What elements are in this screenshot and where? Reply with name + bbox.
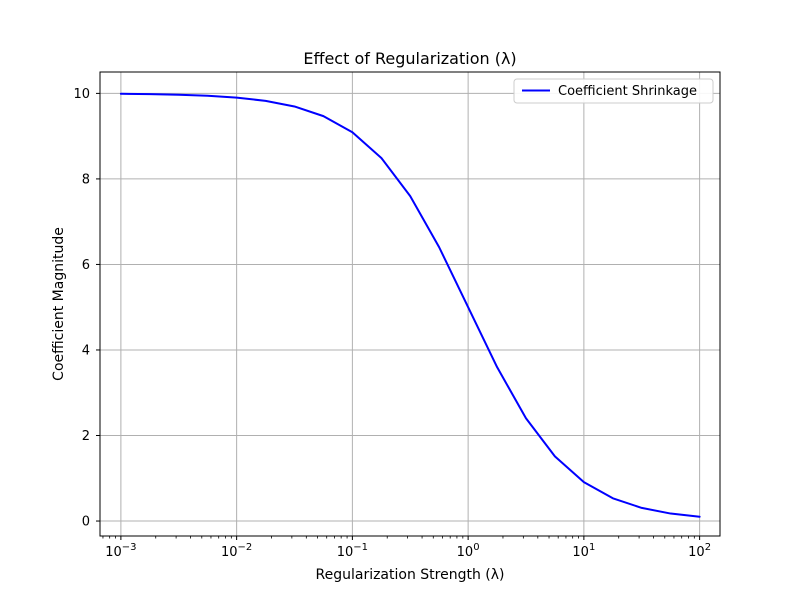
y-tick-label: 8 xyxy=(82,172,90,187)
x-tick-label: 10−2 xyxy=(221,542,252,560)
y-tick-label: 6 xyxy=(82,258,90,273)
axes xyxy=(96,71,721,540)
coefficient-shrinkage-line xyxy=(119,92,701,518)
grid-lines xyxy=(100,72,720,536)
x-tick-label: 102 xyxy=(688,542,711,560)
legend-series-label: Coefficient Shrinkage xyxy=(558,84,697,99)
x-axis-label: Regularization Strength (λ) xyxy=(316,567,505,583)
series-layer xyxy=(119,92,701,518)
plot-frame xyxy=(99,71,721,537)
x-tick-label: 10−1 xyxy=(337,542,368,560)
y-tick-label: 2 xyxy=(82,429,90,444)
y-tick-label: 4 xyxy=(82,343,90,358)
y-tick-label: 0 xyxy=(82,515,90,530)
legend: Coefficient Shrinkage xyxy=(513,78,714,104)
y-tick-label: 10 xyxy=(73,87,90,102)
legend-box xyxy=(513,78,714,104)
chart-title: Effect of Regularization (λ) xyxy=(303,49,516,68)
x-tick-label: 100 xyxy=(457,542,480,560)
x-tick-label: 10−3 xyxy=(105,542,136,560)
tick-labels: 10−3 10−2 10−1 100 101 102 0 2 4 6 8 10 xyxy=(73,87,711,560)
y-axis-label: Coefficient Magnitude xyxy=(51,227,67,381)
x-tick-label: 101 xyxy=(572,542,595,560)
